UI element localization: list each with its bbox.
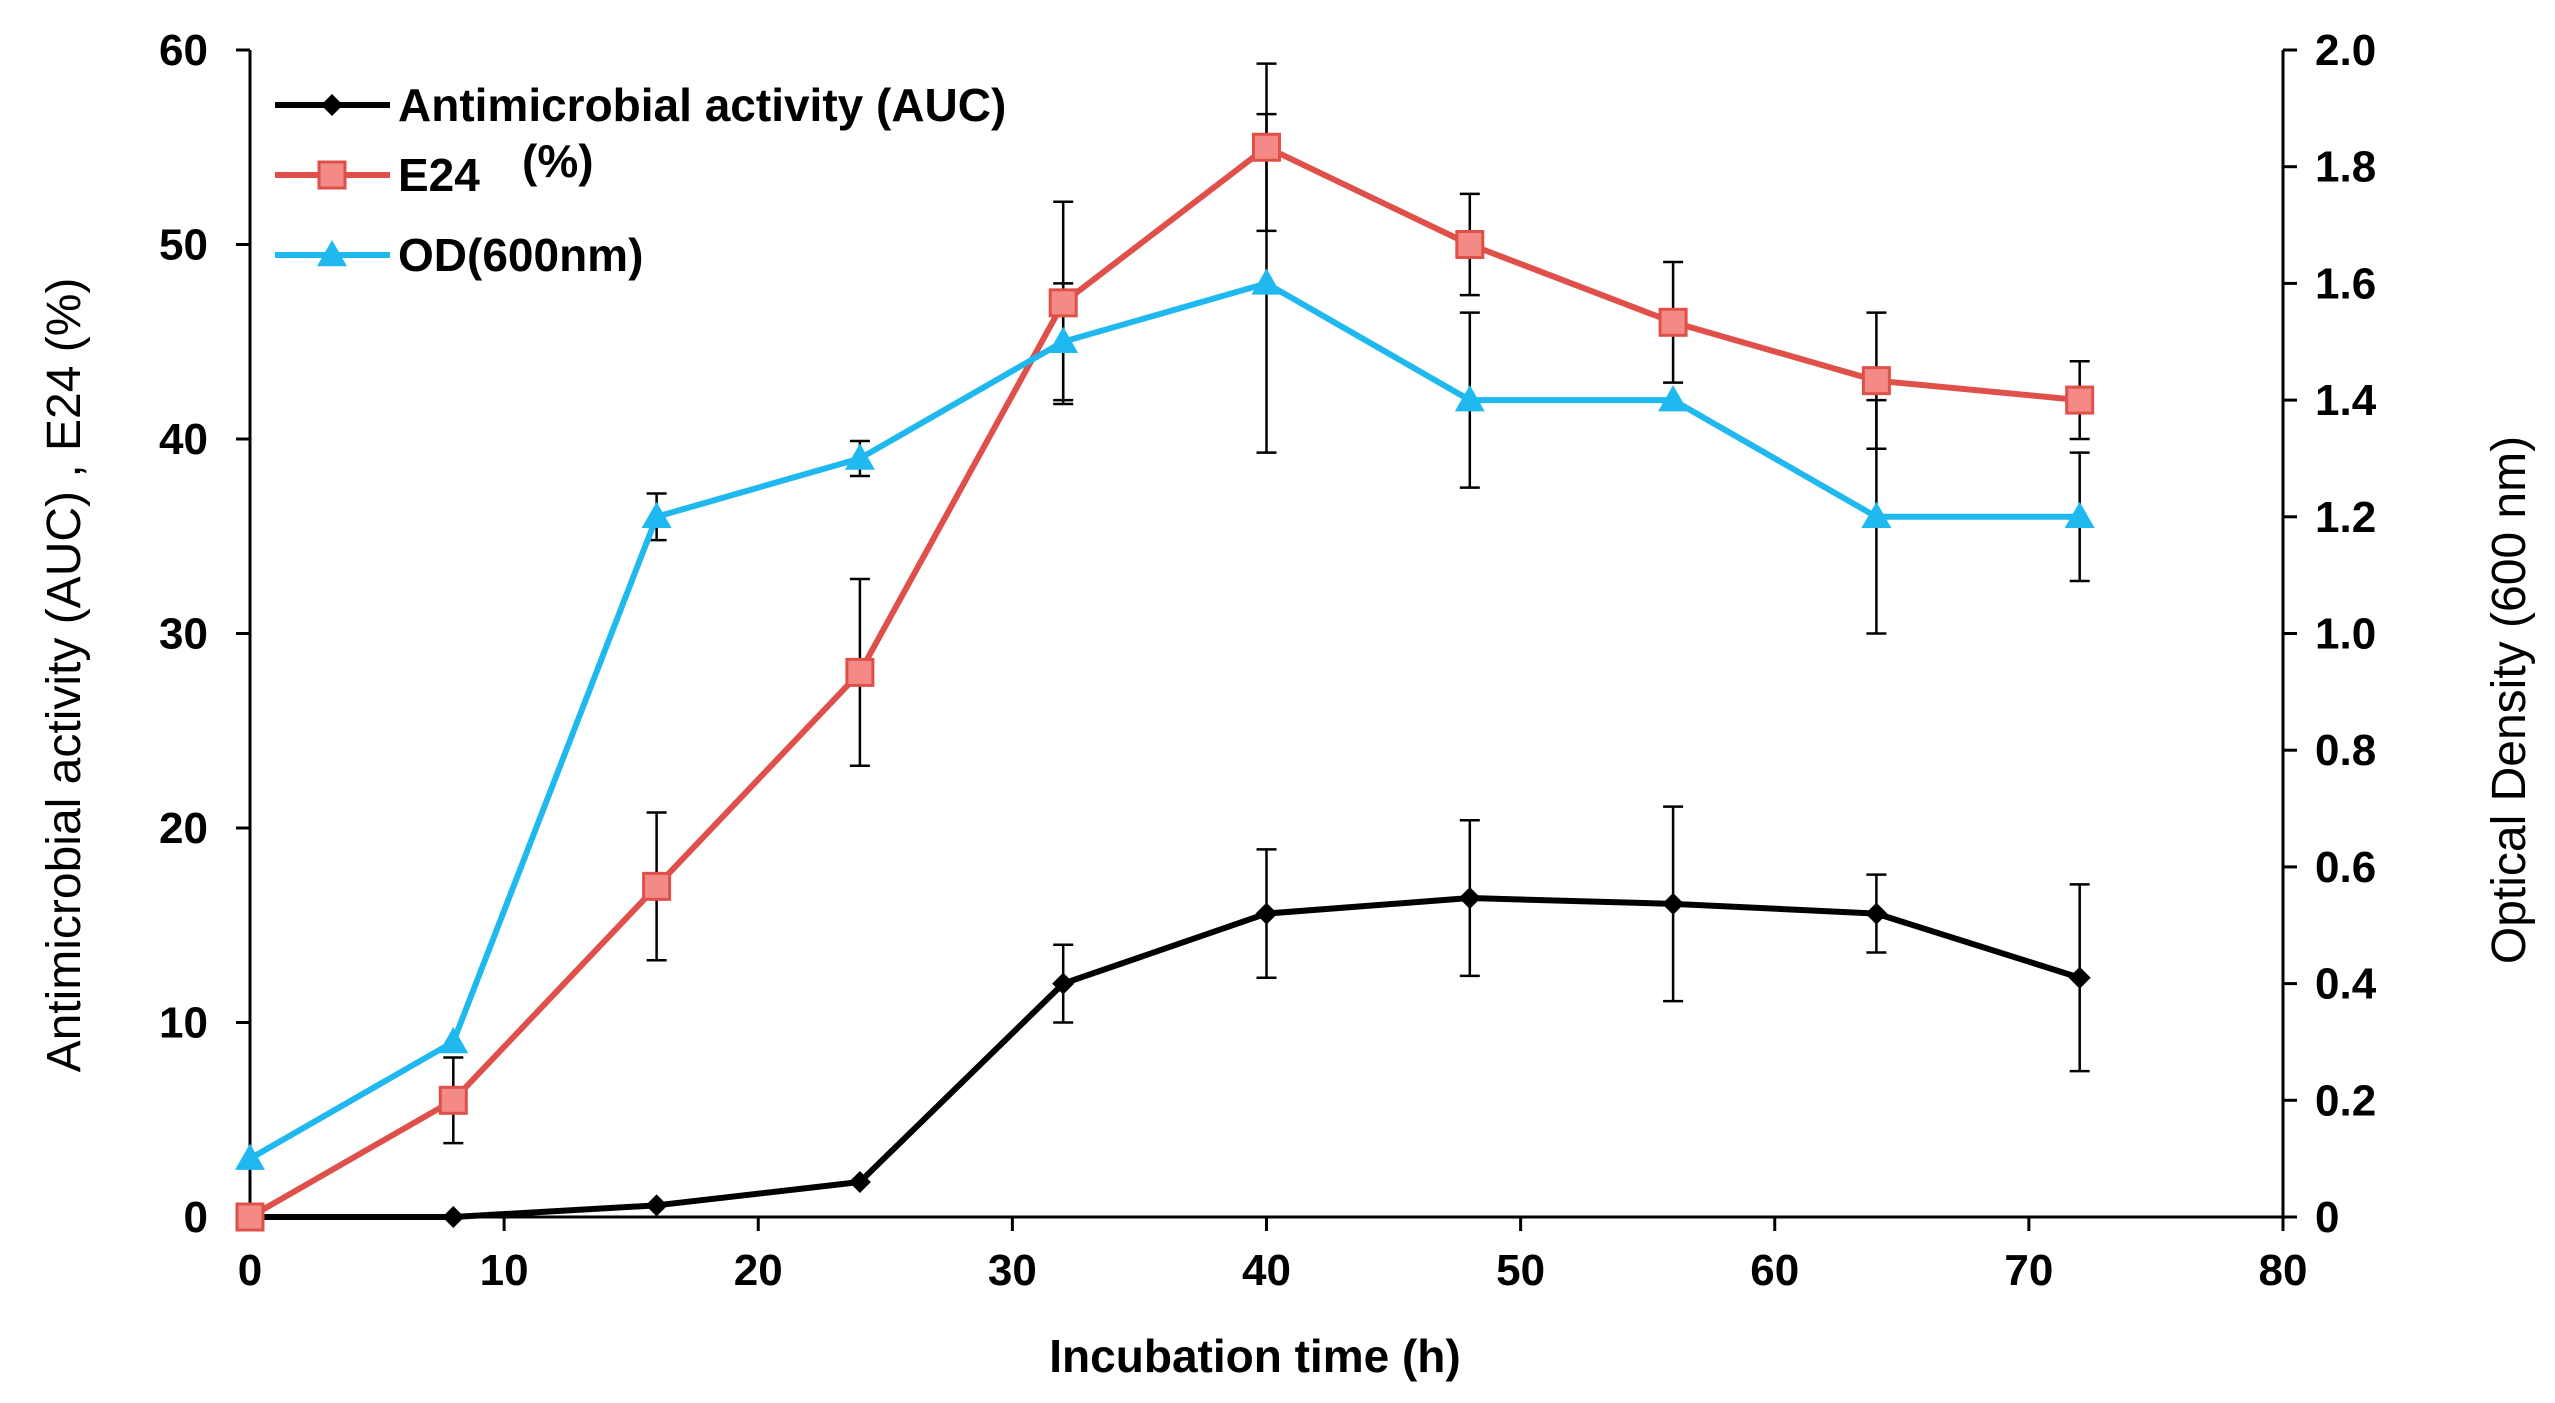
- y2-tick-label: 1.8: [2315, 143, 2376, 192]
- y-tick-label: 60: [159, 26, 208, 75]
- series-1-point: [2068, 966, 2091, 989]
- series-3-point: [235, 1143, 265, 1170]
- y2-tick-label: 0.6: [2315, 843, 2376, 892]
- series-3-point: [2064, 501, 2095, 529]
- y2-tick-label: 2.0: [2315, 26, 2376, 75]
- series-3-point: [1251, 268, 1282, 295]
- x-tick-label: 60: [1750, 1246, 1799, 1295]
- y-tick-label: 10: [159, 999, 208, 1048]
- y2-tick-label: 0.2: [2315, 1076, 2376, 1125]
- series-lines: [248, 144, 2081, 1220]
- axes: 0 10 20 30 40 50 60 70 80010203040506000.20.40.6…: [159, 26, 2377, 1295]
- series-3-point: [1454, 385, 1485, 412]
- series-3-point: [1048, 326, 1079, 353]
- error-bars: [443, 62, 2090, 1145]
- x-axis-title: Incubation time (h): [1049, 1330, 1460, 1382]
- x-tick-label: 50: [1496, 1246, 1545, 1295]
- y2-tick-label: 1.4: [2315, 376, 2377, 425]
- series-1-point: [1255, 902, 1278, 925]
- legend-label-3: OD(600nm): [398, 229, 643, 281]
- y2-tick-label: 1.2: [2315, 493, 2376, 542]
- series-1-point: [1662, 892, 1685, 915]
- legend: Antimicrobial activity (AUC) E24 (%) OD(600…: [275, 79, 1006, 281]
- legend-label-1: Antimicrobial activity (AUC): [398, 79, 1006, 131]
- legend-marker-3: [317, 240, 347, 267]
- y-tick-label: 30: [159, 610, 208, 659]
- y2-tick-label: 0: [2315, 1193, 2339, 1242]
- x-tick-label: 20: [734, 1246, 783, 1295]
- legend-label-suffix-2: (%): [522, 135, 594, 187]
- series-2-point: [1048, 288, 1078, 318]
- series-3-point: [844, 443, 875, 470]
- y-tick-label: 50: [159, 221, 208, 270]
- series-1-point: [645, 1194, 668, 1217]
- x-tick-label: 80: [2259, 1246, 2308, 1295]
- series-2-point: [235, 1202, 265, 1232]
- series-2-point: [642, 871, 672, 901]
- y-axis-title: Antimicrobial activity (AUC) , E24 (%): [38, 278, 91, 1073]
- x-tick-label: 40: [1242, 1246, 1291, 1295]
- series-3-line: [248, 280, 2080, 1162]
- y2-tick-label: 1.6: [2315, 259, 2376, 308]
- series-markers: [235, 132, 2095, 1232]
- legend-label-2: E24: [398, 149, 480, 201]
- series-2-point: [1252, 132, 1281, 162]
- series-2-point: [2065, 385, 2095, 415]
- series-2-point: [845, 657, 875, 687]
- series-2-point: [1455, 230, 1485, 259]
- series-2-point: [1861, 366, 1891, 396]
- x-tick-label: 0: [238, 1246, 262, 1295]
- series-1-point: [1865, 902, 1888, 925]
- y2-axis-title: Optical Density (600 nm): [2483, 436, 2536, 964]
- y-tick-label: 20: [159, 804, 208, 853]
- y-tick-label: 0: [184, 1193, 208, 1242]
- y2-tick-label: 0.8: [2315, 726, 2376, 775]
- y2-tick-label: 0.4: [2315, 960, 2377, 1009]
- legend-marker-1: [321, 94, 343, 116]
- series-1-point: [1052, 972, 1075, 995]
- series-1-line: [250, 895, 2081, 1220]
- series-1-point: [442, 1206, 465, 1228]
- series-3-point: [641, 501, 672, 529]
- y2-tick-label: 1.0: [2315, 610, 2376, 659]
- legend-marker-2: [317, 160, 347, 190]
- series-3-point: [1658, 385, 1689, 412]
- series-2-point: [438, 1085, 468, 1115]
- series-3-point: [1861, 501, 1892, 529]
- series-3-point: [438, 1026, 469, 1054]
- x-tick-label: 10: [480, 1246, 529, 1295]
- series-2-point: [1658, 307, 1688, 337]
- series-1-point: [848, 1170, 871, 1193]
- series-1-point: [1458, 887, 1481, 910]
- series-2-line: [248, 144, 2080, 1220]
- y-tick-label: 40: [159, 415, 208, 464]
- x-tick-label: 30: [988, 1246, 1037, 1295]
- x-tick-label: 70: [2004, 1246, 2053, 1295]
